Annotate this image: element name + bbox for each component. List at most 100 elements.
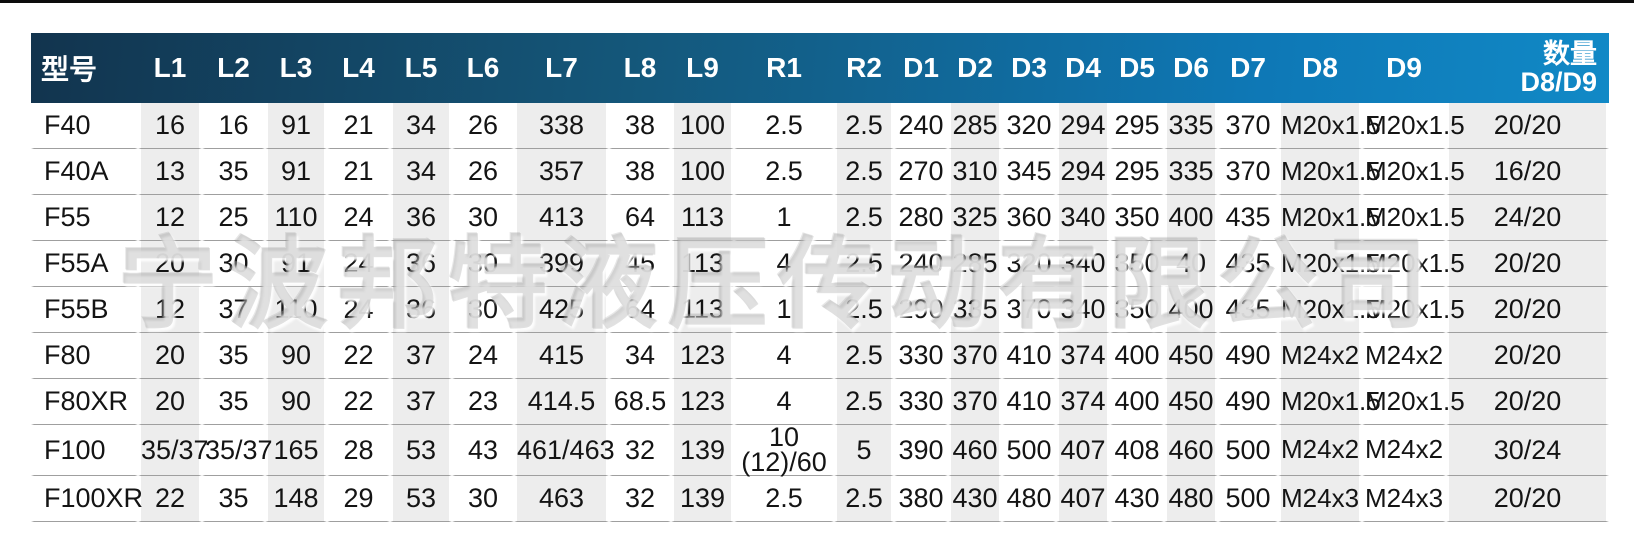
value-cell: 2.5 — [834, 475, 894, 522]
value-cell: 91 — [265, 241, 327, 287]
value-cell: 68.5 — [609, 379, 671, 425]
value-cell: 123 — [671, 333, 734, 379]
value-cell: 148 — [265, 475, 327, 522]
value-cell: M20x1.5 — [1278, 287, 1381, 333]
header-row: 型号 L1 L2 L3 L4 L5 L6 L7 L8 L9 R1 R2 D1 D2 D3 D4 D5 D6 D7 D8… — [31, 33, 1609, 103]
value-cell: 350 — [1110, 195, 1164, 241]
value-cell: M24x2 — [1278, 333, 1362, 379]
value-cell: 414.5 — [514, 379, 609, 425]
value-cell: 340 — [1056, 195, 1110, 241]
value-cell: M20x1.5 — [1278, 149, 1381, 195]
value-cell: 1 — [734, 195, 834, 241]
value-cell: 13 — [138, 149, 202, 195]
value-cell: 2.5 — [834, 149, 894, 195]
column-header-D7: D7 — [1230, 52, 1266, 83]
value-cell: 345 — [1002, 149, 1056, 195]
value-cell: 22 — [138, 475, 202, 522]
value-cell: 4 — [734, 379, 834, 425]
value-cell: 408 — [1110, 425, 1164, 476]
value-cell: 330 — [894, 333, 948, 379]
value-cell: 32 — [609, 425, 671, 476]
column-header-L8: L8 — [623, 52, 657, 83]
value-cell: 325 — [948, 195, 1002, 241]
model-cell: F55 — [31, 195, 138, 241]
value-cell: 29 — [327, 476, 390, 522]
value-cell: 35 — [202, 333, 265, 379]
model-cell: F55A — [31, 241, 138, 287]
value-cell: 500 — [1218, 476, 1278, 522]
value-cell: 370 — [1002, 287, 1056, 333]
value-cell: 280 — [894, 195, 948, 241]
value-cell: 34 — [390, 149, 452, 195]
value-cell: 139 — [671, 475, 734, 522]
value-cell: 35 — [202, 149, 265, 195]
model-cell: F80 — [31, 333, 138, 379]
table-row: F80 20 35 90 22 37 24 415 34 123 4 2.5 330 370 410 374 4… — [31, 333, 1609, 379]
value-cell: 38 — [609, 149, 671, 195]
table-row: F55 12 25 110 24 36 30 413 64 113 1 2.5 280 325 360 340… — [31, 195, 1609, 241]
value-cell: 24 — [327, 241, 390, 287]
value-cell: 400 — [1110, 379, 1164, 425]
column-header-R1: R1 — [766, 52, 802, 83]
top-border-line — [0, 0, 1634, 3]
value-cell: 100 — [671, 149, 734, 195]
value-cell: 113 — [671, 195, 734, 241]
table-body: F40 16 16 91 21 34 26 338 38 100 2.5 2.5 240 285 320 29… — [31, 103, 1609, 522]
value-cell: 310 — [948, 149, 1002, 195]
value-cell: 28 — [327, 425, 390, 476]
value-cell: 35 — [202, 476, 265, 522]
value-cell: 335 — [948, 287, 1002, 333]
value-cell: 407 — [1056, 475, 1110, 522]
value-cell: 350 — [1110, 241, 1164, 287]
value-cell: 490 — [1218, 379, 1278, 425]
value-cell: 1 — [734, 287, 834, 333]
value-cell: 64 — [609, 195, 671, 241]
value-cell: 430 — [948, 475, 1002, 522]
value-cell: 26 — [452, 103, 514, 149]
model-cell: F100 — [31, 425, 138, 476]
value-cell: 240 — [894, 103, 948, 149]
value-cell: 30/24 — [1446, 425, 1609, 476]
value-cell: 20 — [138, 333, 202, 379]
value-cell: 290 — [894, 287, 948, 333]
table-row: F100XR 22 35 148 29 53 30 463 32 139 2.5 2.5 380 430 4… — [31, 475, 1609, 522]
value-cell: 285 — [948, 241, 1002, 287]
value-cell: M20x1.5 — [1362, 241, 1465, 287]
value-cell: 26 — [452, 149, 514, 195]
value-cell: 20/20 — [1446, 379, 1609, 425]
value-cell: 415 — [514, 333, 609, 379]
value-cell: 410 — [1002, 333, 1056, 379]
value-cell: 410 — [1002, 379, 1056, 425]
value-cell: 91 — [265, 103, 327, 149]
value-cell: 35/37 — [202, 425, 273, 476]
value-cell: 357 — [514, 149, 609, 195]
value-cell: 64 — [609, 287, 671, 333]
column-header-L7: L7 — [545, 52, 578, 83]
column-header-L2: L2 — [217, 52, 250, 83]
value-cell: 399 — [514, 241, 609, 287]
value-cell: 335 — [1164, 103, 1218, 149]
column-header-D5: D5 — [1119, 52, 1155, 83]
column-header-D9: D9 — [1386, 52, 1422, 83]
value-cell: 38 — [609, 103, 671, 149]
value-cell: 30 — [202, 241, 265, 287]
value-cell: 374 — [1056, 333, 1110, 379]
value-cell: 413 — [514, 195, 609, 241]
value-cell: M20x1.5 — [1362, 379, 1465, 425]
value-cell: 480 — [1002, 476, 1056, 522]
value-cell: 320 — [1002, 241, 1056, 287]
value-cell: 110 — [265, 195, 327, 241]
value-cell: 500 — [1002, 425, 1056, 476]
value-cell: 20/20 — [1446, 287, 1609, 333]
value-cell: 335 — [1164, 149, 1218, 195]
value-cell: 16 — [138, 103, 202, 149]
value-cell: 340 — [1056, 241, 1110, 287]
value-cell: 91 — [265, 149, 327, 195]
value-cell: 53 — [390, 425, 452, 476]
column-header-L6: L6 — [466, 52, 500, 83]
column-header-qty: 数量 D8/D9 — [1520, 38, 1597, 97]
value-cell: 113 — [671, 287, 734, 333]
value-cell: 2.5 — [834, 333, 894, 379]
value-cell: 2.5 — [734, 103, 834, 149]
value-cell: 370 — [948, 333, 1002, 379]
